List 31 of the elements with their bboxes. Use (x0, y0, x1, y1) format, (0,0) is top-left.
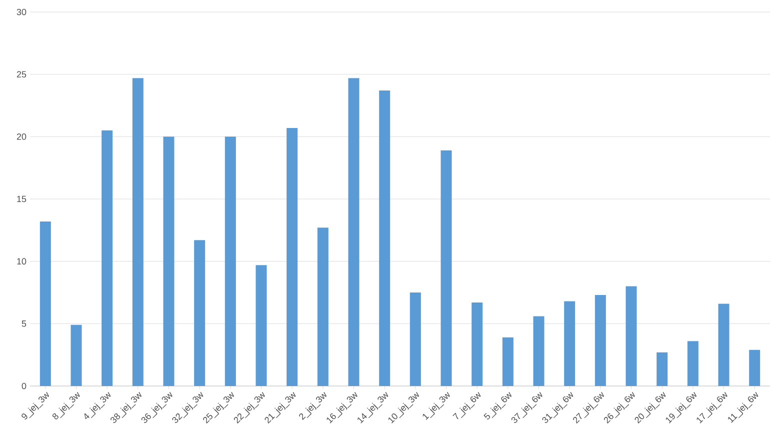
bar (594, 294, 606, 386)
bar (440, 150, 452, 386)
bar (132, 78, 144, 386)
bar (502, 337, 514, 386)
bar (687, 341, 698, 386)
bar (102, 130, 113, 386)
bar (533, 316, 544, 386)
bar (564, 301, 576, 386)
bar (410, 292, 421, 386)
y-tick-label: 0 (22, 382, 26, 390)
bar (224, 136, 236, 386)
bar (286, 128, 298, 386)
y-tick-label: 20 (16, 133, 26, 140)
bar (163, 136, 174, 386)
y-tick-label: 15 (17, 196, 26, 202)
bar (317, 228, 328, 386)
bar (194, 240, 206, 386)
y-tick-label: 25 (16, 71, 26, 78)
bar (656, 352, 668, 386)
y-tick-label: 5 (22, 320, 26, 327)
bar (749, 350, 760, 386)
bar (718, 304, 730, 386)
bar (379, 90, 390, 386)
bar (70, 324, 82, 386)
bar (472, 302, 483, 386)
bar (40, 221, 51, 386)
bar (256, 265, 267, 386)
bar (348, 78, 360, 386)
y-tick-label: 10 (17, 258, 26, 265)
bar (626, 286, 637, 386)
y-tick-label: 30 (16, 8, 26, 16)
